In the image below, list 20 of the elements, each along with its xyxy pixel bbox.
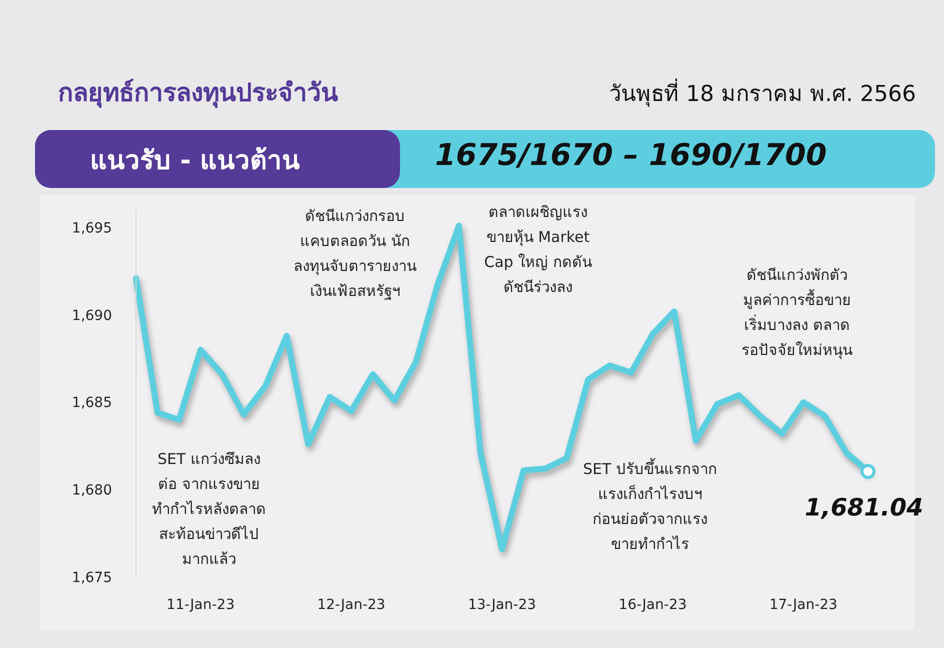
x-tick-label: 17-Jan-23 — [769, 596, 838, 613]
x-tick-label: 12-Jan-23 — [317, 596, 386, 613]
y-tick-label: 1,690 — [72, 308, 112, 324]
data-label: 1,681.04 — [804, 493, 924, 522]
x-tick-label: 13-Jan-23 — [468, 596, 536, 613]
text: แนวรับ - แนวต้าน — [89, 145, 301, 178]
y-tick-label: 1,685 — [72, 395, 112, 412]
x-tick-label: 16-Jan-23 — [618, 596, 687, 613]
chart-title: กลยุทธ์การลงทุนประจำวัน — [58, 77, 338, 110]
annotation: SET ปรับขึ้นแรกจาก แรงเก็งกำไรงบฯ ก่อนย่อตัวจากแรง ขายทำกำไร — [582, 457, 718, 555]
y-tick-label: 1,675 — [72, 570, 112, 586]
annotation: ตลาดเผชิญแรง ขายหุ้น Market Cap ใหญ่ กดดัน ดัชนีร่วงลง — [483, 202, 593, 298]
text: 1675/1670 – 1690/1700 — [435, 138, 828, 173]
y-tick-label: 1,695 — [72, 220, 112, 236]
chart-subtitle: วันพุธที่ 18 มกราคม พ.ศ. 2566 — [609, 78, 916, 109]
y-tick-label: 1,680 — [72, 482, 112, 499]
x-tick-label: 11-Jan-23 — [166, 596, 235, 613]
annotation: ดัชนีแกว่งกรอบ แคบตลอดวัน นัก ลงทุนจับตารายงาน เงินเฟ้อสหรัฐฯ — [292, 206, 418, 302]
annotation: SET แกว่งซึมลง ต่อ จากแรงขาย ทำกำไรหลังตลาด สะท้อนข่าวดีไป มากแล้ว — [151, 449, 267, 570]
annotation: ดัชนีแกว่งพักตัว มูลค่าการซื้อขาย เริ่มบางลง ตลาด รอปัจจัยใหม่หนุน — [740, 265, 854, 362]
